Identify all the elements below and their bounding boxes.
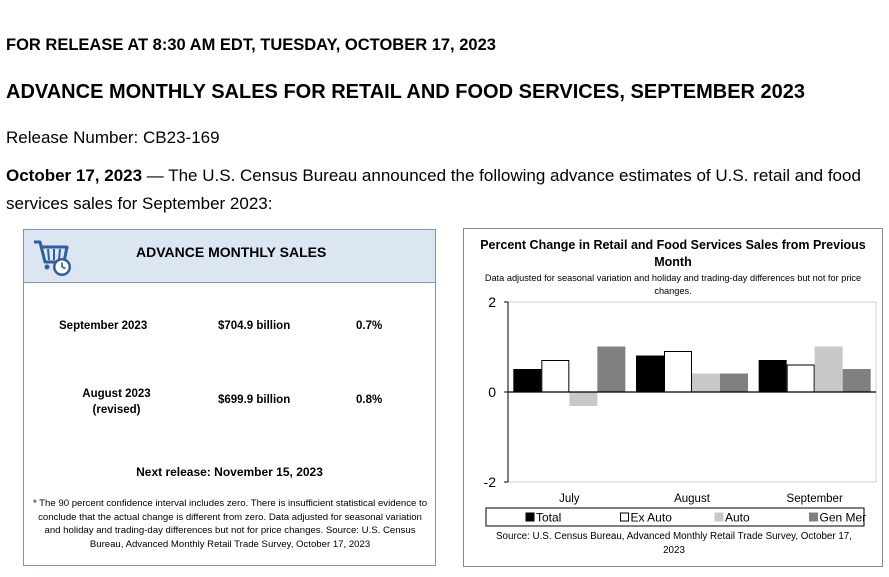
bar-auto-august	[692, 373, 720, 393]
bar-chart: 2 0 -2 July August September Total Ex Auto Auto G…	[484, 294, 877, 527]
row-amount-september: $704.9 billion	[218, 320, 291, 332]
legend-swatch-total	[525, 512, 535, 522]
row-period-august-label: August 2023	[82, 388, 151, 400]
legend-label-total: Total	[536, 511, 561, 525]
legend-label-auto: Auto	[725, 511, 750, 525]
bar-total-august	[636, 355, 664, 393]
bar-gen-mer-july	[597, 346, 626, 393]
bar-total-july	[513, 369, 542, 393]
legend-swatch-ex-auto	[620, 512, 629, 522]
chart-title: Percent Change in Retail and Food Servic…	[480, 238, 866, 269]
x-tick-label: September	[787, 493, 843, 505]
y-tick-label: -2	[484, 474, 497, 490]
bar-gen-mer-august	[720, 373, 748, 393]
page-title: ADVANCE MONTHLY SALES FOR RETAIL AND FOO…	[6, 81, 806, 103]
bar-auto-july	[569, 391, 598, 406]
sales-box-title: ADVANCE MONTHLY SALES	[136, 244, 327, 260]
bar-ex-auto-september	[786, 364, 815, 393]
intro-paragraph: October 17, 2023 — The U.S. Census Burea…	[6, 162, 882, 218]
row-change-september: 0.7%	[356, 320, 383, 332]
row-period-august-note: (revised)	[92, 404, 141, 416]
sales-footnote: * The 90 percent confidence interval inc…	[32, 498, 428, 550]
legend-label-gen-mer: Gen Mer	[820, 511, 867, 525]
row-change-august: 0.8%	[356, 394, 383, 406]
legend-swatch-gen-mer	[809, 512, 818, 522]
intro-text: — The U.S. Census Bureau announced the f…	[6, 166, 861, 213]
row-period-september: September 2023	[59, 320, 148, 332]
chart-panel: Percent Change in Retail and Food Servic…	[463, 228, 883, 567]
y-tick-label: 2	[488, 294, 496, 310]
next-release: Next release: November 15, 2023	[136, 465, 323, 479]
bar-auto-september	[814, 346, 843, 393]
chart-subtitle: Data adjusted for seasonal variation and…	[484, 273, 862, 296]
row-period-august: August 2023 (revised)	[64, 386, 169, 418]
release-line: FOR RELEASE AT 8:30 AM EDT, TUESDAY, OCT…	[6, 36, 496, 54]
legend-swatch-auto	[714, 512, 724, 522]
intro-date: October 17, 2023	[6, 166, 143, 185]
release-number: Release Number: CB23-169	[6, 128, 220, 147]
legend-box	[485, 507, 865, 527]
chart-source: Source: U.S. Census Bureau, Advanced Mon…	[496, 531, 852, 556]
sales-box-header: ADVANCE MONTHLY SALES	[24, 230, 435, 283]
advance-sales-box: ADVANCE MONTHLY SALES September 2023 $70…	[23, 229, 436, 566]
row-amount-august: $699.9 billion	[218, 394, 291, 406]
bar-total-september	[758, 360, 787, 393]
shopping-cart-clock-icon	[34, 240, 71, 276]
legend-label-ex-auto: Ex Auto	[631, 511, 673, 525]
bar-ex-auto-august	[664, 351, 692, 393]
x-tick-label: July	[559, 493, 580, 505]
bar-ex-auto-july	[541, 360, 570, 393]
bar-gen-mer-september	[842, 369, 871, 393]
x-tick-label: August	[674, 493, 711, 505]
y-tick-label: 0	[488, 384, 496, 400]
